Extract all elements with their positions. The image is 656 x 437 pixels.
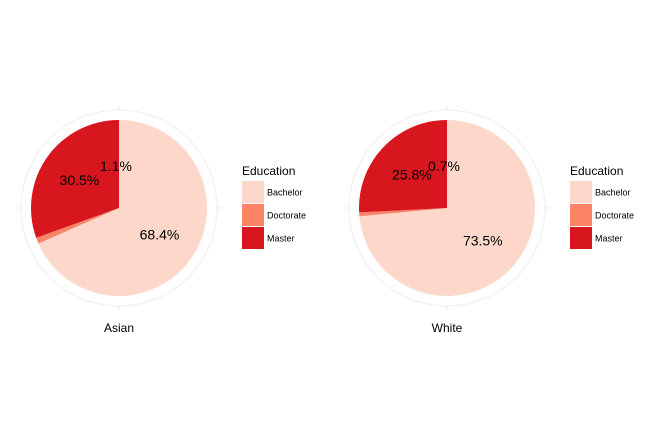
legend-title: Education bbox=[242, 164, 295, 178]
legend-label-bachelor: Bachelor bbox=[595, 188, 631, 198]
pie-slice-bachelor bbox=[359, 120, 535, 297]
pie-panel-asian: 68.4% 1.1%30.5% Asian Education Bachelor Doct… bbox=[17, 106, 306, 335]
legend: Education Bachelor Doctorate Master bbox=[570, 164, 634, 249]
pie-slice-master bbox=[358, 120, 447, 213]
legend: Education Bachelor Doctorate Master bbox=[242, 164, 306, 249]
slice-label-bachelor: 73.5% bbox=[463, 233, 503, 249]
legend-swatch-bachelor bbox=[570, 181, 592, 203]
pie-panel-white: 73.5% 0.7%25.8% White Education Bachelor Doct… bbox=[345, 106, 634, 335]
slice-label-doctorate: 1.1% bbox=[100, 158, 132, 174]
facet-label: White bbox=[432, 321, 463, 335]
legend-title: Education bbox=[570, 164, 623, 178]
legend-swatch-doctorate bbox=[242, 204, 264, 226]
facet-label: Asian bbox=[104, 321, 134, 335]
slice-label-master: 25.8% bbox=[392, 167, 432, 183]
legend-swatch-bachelor bbox=[242, 181, 264, 203]
pie-slice-doctorate bbox=[36, 208, 120, 244]
legend-swatch-master bbox=[570, 227, 592, 249]
slice-label-master: 30.5% bbox=[60, 172, 100, 188]
legend-label-master: Master bbox=[267, 234, 295, 244]
legend-swatch-doctorate bbox=[570, 204, 592, 226]
legend-label-doctorate: Doctorate bbox=[267, 211, 306, 221]
pie-slice-doctorate bbox=[359, 208, 447, 217]
legend-label-master: Master bbox=[595, 234, 623, 244]
pie-slice-bachelor bbox=[38, 120, 207, 296]
slice-label-bachelor: 68.4% bbox=[140, 226, 180, 242]
slice-label-doctorate: 0.7% bbox=[428, 158, 460, 174]
legend-label-bachelor: Bachelor bbox=[267, 188, 303, 198]
pie-slice-master bbox=[30, 120, 119, 238]
legend-swatch-master bbox=[242, 227, 264, 249]
legend-label-doctorate: Doctorate bbox=[595, 211, 634, 221]
